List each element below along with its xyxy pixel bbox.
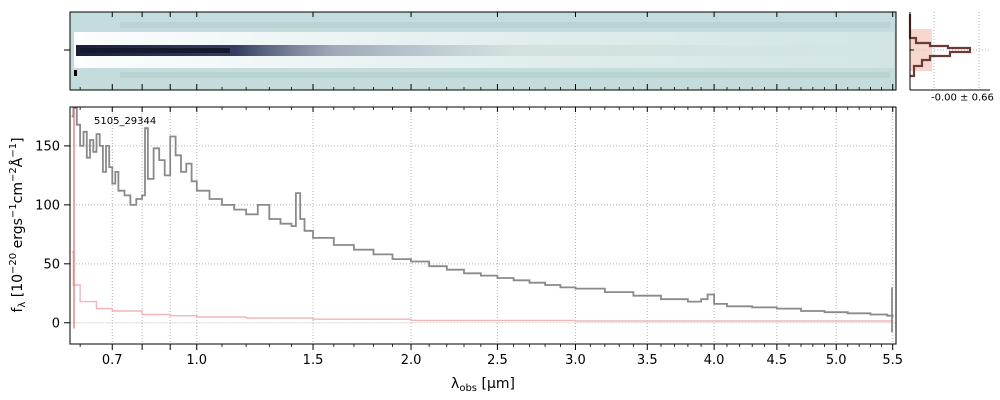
x-tick-label: 3.0	[565, 353, 586, 368]
spectrum-2d-trace-core	[80, 48, 230, 53]
y-axis-label-close: ]	[10, 137, 26, 142]
series-layer	[70, 107, 896, 333]
spectrum-2d-x-ticks	[79, 12, 894, 90]
x-tick-label: 4.5	[767, 353, 788, 368]
spectrum-2d-upper-band	[120, 22, 890, 28]
x-axis-label: λobs [μm]	[451, 376, 515, 394]
object-id-label: 5105_29344	[94, 116, 156, 127]
spectrum-2d-trace	[76, 45, 876, 56]
series-line	[71, 107, 894, 317]
spectrum-2d-panel	[64, 11, 897, 91]
x-tick-label: 5.5	[882, 353, 903, 368]
y-axis: 0 50 100 150	[35, 139, 70, 331]
x-tick-label: 5.0	[826, 353, 847, 368]
x-tick-label: 1.5	[303, 353, 324, 368]
y-axis-label-mid1: ergs	[10, 218, 26, 253]
spectrum-1d-panel: 0.7 1.0 1.5 2.0 2.5 3.0 3.5 4.0 4.5 5.0 5.5 0 50 100…	[8, 106, 903, 394]
y-axis-label-exp1: −20	[8, 253, 19, 274]
y-axis-label-exp2: −1	[8, 203, 19, 218]
profile-curve	[908, 14, 972, 78]
x-axis: 0.7 1.0 1.5 2.0 2.5 3.0 3.5 4.0 4.5 5.0 5.5	[79, 107, 903, 368]
x-axis-label-unit: [μm]	[477, 376, 515, 392]
x-axis-label-subscript: obs	[459, 383, 477, 394]
y-axis-label: fλ [10−20 ergs−1cm−2Å−1]	[8, 137, 28, 312]
series-line	[71, 251, 894, 322]
spectrum-2d-edge-marker	[74, 70, 77, 76]
x-tick-label: 2.5	[487, 353, 508, 368]
x-tick-label: 2.0	[401, 353, 422, 368]
y-tick-label: 50	[43, 257, 60, 272]
x-tick-label: 3.5	[637, 353, 658, 368]
profile-stat-label: -0.00 ± 0.66	[931, 92, 994, 103]
spectrum-2d-lower-band	[120, 72, 890, 78]
x-tick-label: 4.0	[704, 353, 725, 368]
y-tick-label: 0	[52, 316, 60, 331]
y-tick-label: 150	[35, 139, 60, 154]
plot-area	[70, 107, 896, 344]
x-axis-label-symbol: λ	[451, 376, 459, 392]
y-axis-label-mid2: cm	[10, 182, 26, 203]
y-axis-label-exp3: −2	[8, 167, 19, 182]
y-axis-label-open: [10	[10, 274, 26, 302]
y-axis-label-symbol: f	[10, 307, 26, 313]
profile-panel: -0.00 ± 0.66	[908, 12, 994, 103]
x-tick-label: 1.0	[186, 353, 207, 368]
y-axis-label-subscript: λ	[17, 302, 28, 308]
plot-frame	[69, 106, 897, 345]
y-axis-label-mid3: Å	[9, 157, 26, 167]
y-tick-label: 100	[35, 198, 60, 213]
y-axis-label-exp4: −1	[8, 143, 19, 158]
x-tick-label: 0.7	[102, 353, 123, 368]
spectrum-2d-frame	[69, 11, 897, 91]
